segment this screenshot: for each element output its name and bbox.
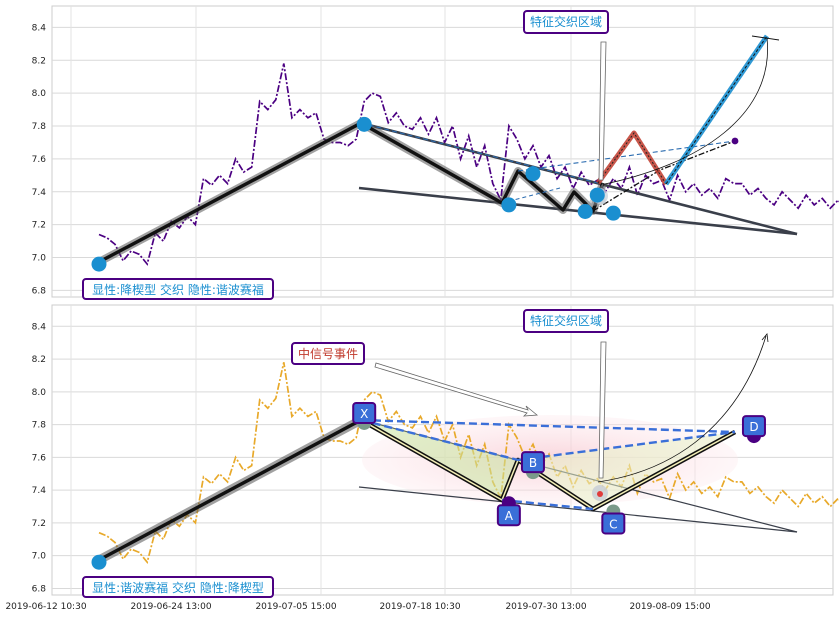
projection-dashdot [592, 140, 736, 212]
ac-dashed-line [501, 498, 594, 511]
annotation-arrow [598, 41, 607, 181]
x-ticks: 2019-06-12 10:30 2019-06-24 13:00 2019-07-… [5, 602, 710, 612]
top-y-ticks: 6.8 7.0 7.2 7.4 7.6 7.8 8.0 8.2 8.4 [32, 23, 47, 296]
y-tick-label: 6.8 [32, 286, 47, 296]
top-points [91, 116, 621, 272]
bottom-y-ticks: 6.8 7.0 7.2 7.4 7.6 7.8 8.0 8.2 8.4 [32, 322, 47, 594]
y-tick-label: 7.0 [32, 254, 47, 264]
y-tick-label: 8.2 [32, 355, 46, 365]
y-tick-label: 7.4 [32, 486, 47, 496]
event-annotation-box [291, 342, 365, 365]
pattern-label-B: B [529, 456, 537, 470]
top-annotation-text: 特征交织区域 [530, 14, 602, 29]
bottom-pattern-text: 显性:谐波赛福 交织 隐性:降楔型 [92, 580, 264, 595]
bottom-curve-arrowhead [761, 333, 769, 343]
x-tick-label: 2019-06-12 10:30 [5, 602, 86, 612]
top-chart-content: 特征交织区域 显性:降楔型 交织 隐性:谐波赛福 [82, 10, 839, 300]
top-swing-point [605, 205, 621, 221]
bcd-fill [518, 432, 735, 509]
y-tick-label: 7.6 [32, 155, 47, 165]
y-tick-label: 7.4 [32, 188, 47, 198]
y-tick-label: 8.0 [32, 388, 47, 398]
curve-arrow [599, 37, 768, 186]
pattern-label-A: A [505, 509, 514, 523]
x-tick-label: 2019-07-18 10:30 [379, 602, 460, 612]
bottom-wedge-lower [358, 486, 798, 533]
projection-dot [731, 137, 739, 145]
pattern-label-box-B [520, 451, 545, 474]
xb-dashed-line [360, 418, 519, 462]
top-annotation-box [523, 10, 609, 34]
event-arrow [374, 362, 539, 417]
top-swing-point [356, 116, 372, 132]
x-tick-label: 2019-06-24 13:00 [130, 602, 211, 612]
pattern-label-box-C [601, 512, 626, 535]
bd-dashed-line [517, 430, 736, 462]
top-swing-point [525, 166, 541, 182]
bottom-pattern-box [82, 576, 274, 598]
x-tick-label: 2019-07-05 15:00 [255, 602, 336, 612]
y-tick-label: 7.8 [32, 122, 47, 132]
pattern-label-box-X [352, 401, 377, 424]
red-zigzag-core [597, 132, 667, 185]
pattern-label-C: C [609, 517, 617, 531]
top-blue-dash-2 [517, 140, 736, 172]
bottom-points: X A B C D [91, 401, 766, 570]
top-swing-point [589, 187, 605, 203]
pattern-label-box-D [741, 415, 766, 438]
y-tick-label: 7.2 [32, 519, 46, 529]
top-swing-point [501, 197, 517, 213]
blue-rising-line [663, 34, 770, 186]
bottom-swing-line [98, 418, 362, 562]
y-tick-label: 7.0 [32, 552, 47, 562]
bottom-annotation-arrow [598, 341, 607, 479]
pattern-label-X: X [360, 407, 368, 421]
top-swing-point [91, 256, 107, 272]
top-grid [52, 6, 833, 297]
y-tick-label: 7.6 [32, 453, 47, 463]
y-tick-label: 8.4 [32, 322, 47, 332]
top-blue-dash-1 [360, 122, 599, 184]
y-tick-label: 8.4 [32, 23, 47, 33]
y-tick-label: 8.2 [32, 56, 46, 66]
y-tick-label: 6.8 [32, 584, 47, 594]
event-annotation-text: 中信号事件 [298, 346, 358, 361]
bottom-curve-arrow [597, 335, 767, 483]
bottom-annotation-text: 特征交织区域 [530, 313, 602, 328]
y-tick-label: 7.2 [32, 221, 46, 231]
pattern-label-D: D [749, 420, 758, 434]
x-tick-label: 2019-07-30 13:00 [505, 602, 586, 612]
y-tick-label: 8.0 [32, 89, 47, 99]
top-panel-frame [51, 5, 834, 298]
top-pattern-box [82, 278, 274, 300]
pattern-label-box-A [496, 504, 521, 527]
x-tick-label: 2019-08-09 15:00 [629, 602, 710, 612]
top-pattern-text: 显性:降楔型 交织 隐性:谐波赛福 [92, 282, 264, 297]
bottom-origin-point [91, 554, 107, 570]
bottom-intersection-dot [597, 491, 603, 497]
xd-dashed-line [360, 418, 736, 434]
y-tick-label: 7.8 [32, 421, 47, 431]
bottom-chart-content: X A B C D 特征交织区域 中信号事件 显性:谐波赛福 交织 隐性:降楔型 [82, 309, 839, 598]
bottom-annotation-box [523, 309, 609, 333]
top-swing-point [577, 204, 593, 220]
target-marker [751, 35, 780, 41]
